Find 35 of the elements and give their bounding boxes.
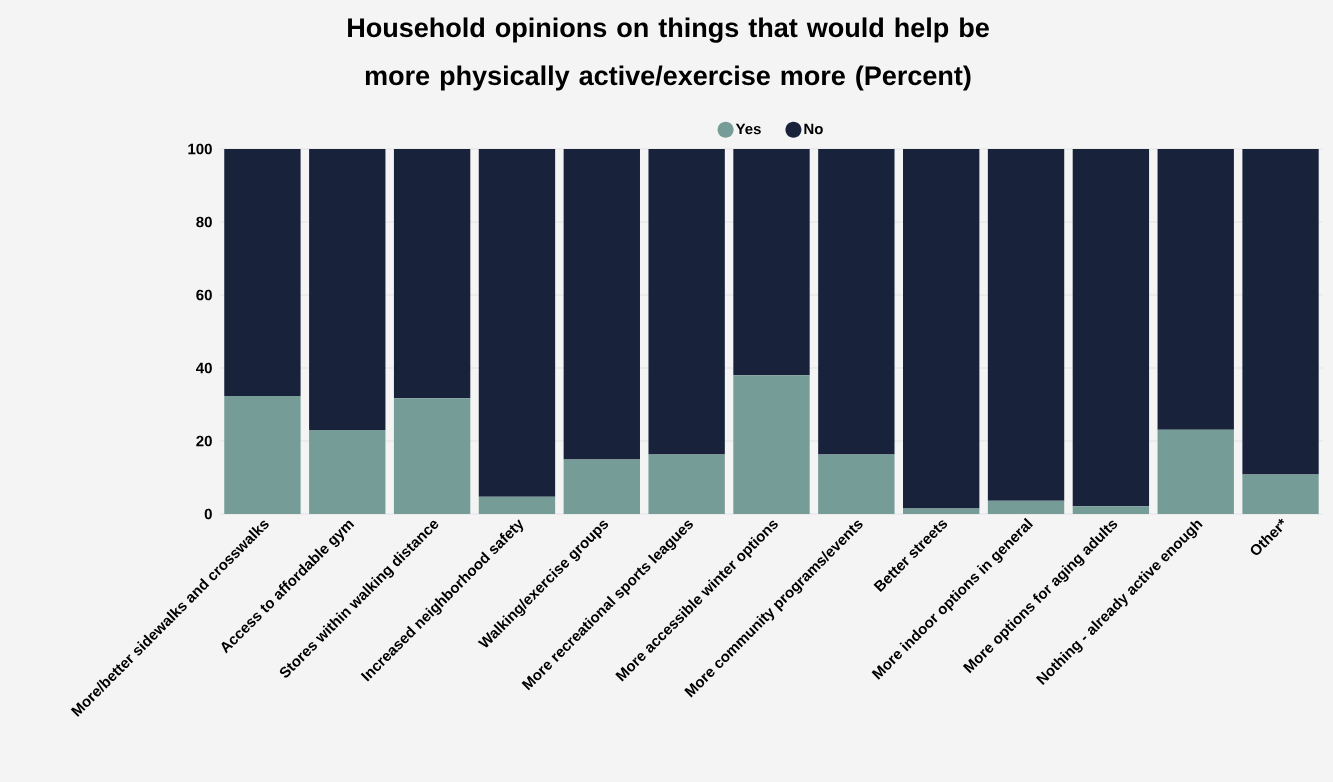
bar xyxy=(1242,474,1319,514)
bar xyxy=(733,375,810,514)
bar xyxy=(648,149,725,455)
bar xyxy=(1072,149,1150,507)
bar xyxy=(903,149,980,509)
bar xyxy=(818,149,895,455)
bar xyxy=(393,398,471,514)
bar xyxy=(1157,429,1234,514)
bar xyxy=(987,149,1065,501)
bar xyxy=(563,459,640,514)
bar xyxy=(733,149,810,376)
bar xyxy=(478,149,556,497)
bar xyxy=(224,396,301,514)
bar xyxy=(1242,149,1319,475)
legend-label: Yes xyxy=(735,123,761,135)
bar xyxy=(1157,149,1234,430)
y-tick-label: 80 xyxy=(196,216,212,228)
chart-title: Household opinions on things that would help be more physically active/exercise more (Percent) xyxy=(348,17,989,91)
bar xyxy=(1072,506,1150,514)
bar xyxy=(393,149,471,399)
bar xyxy=(224,149,301,397)
y-tick-label: 40 xyxy=(196,362,212,374)
bar xyxy=(987,500,1065,514)
bar xyxy=(563,149,640,460)
legend-label: No xyxy=(804,123,823,135)
bar xyxy=(818,454,895,514)
bar xyxy=(903,508,980,514)
y-tick-label: 0 xyxy=(204,508,212,520)
bar xyxy=(309,430,386,514)
y-tick-label: 100 xyxy=(188,143,212,155)
y-tick-label: 60 xyxy=(196,289,212,301)
bar xyxy=(478,496,556,514)
bar xyxy=(309,149,386,431)
bar xyxy=(648,454,725,514)
y-tick-label: 20 xyxy=(196,435,212,447)
